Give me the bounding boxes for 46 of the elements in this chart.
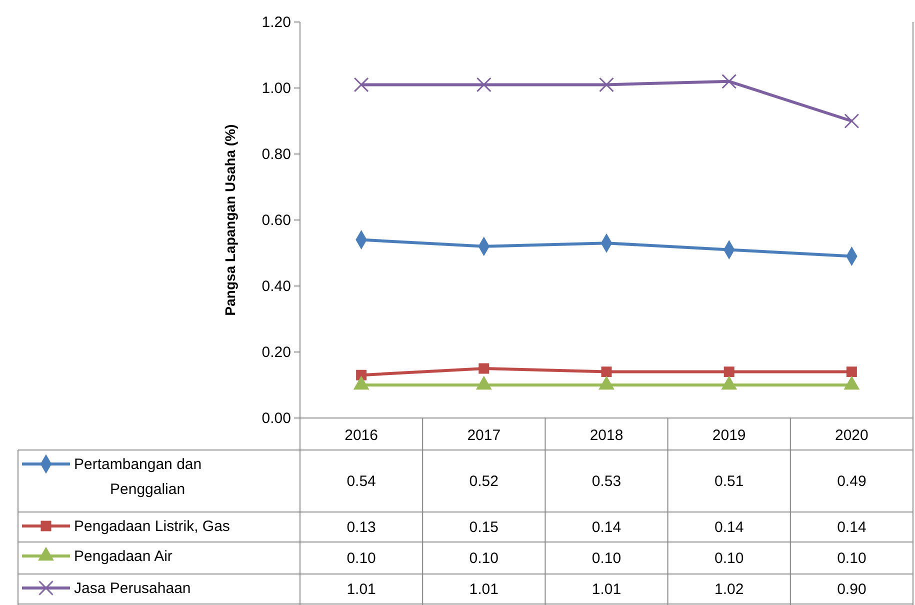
data-label: 0.10: [469, 550, 498, 567]
y-tick-label: 0.20: [262, 344, 291, 361]
point: [601, 366, 612, 378]
data-label: 0.15: [469, 519, 498, 536]
data-label: 0.14: [714, 519, 744, 536]
x-tick-label: 2016: [344, 427, 378, 444]
legend-label: Pertambangan dan Penggalian: [74, 456, 202, 498]
point: [599, 77, 614, 92]
data-label: 1.01: [592, 581, 622, 598]
point: [354, 77, 369, 92]
data-label: 0.54: [346, 473, 376, 490]
x-tick-label: 2018: [590, 427, 624, 444]
point: [722, 74, 737, 89]
data-label: 0.10: [714, 550, 744, 567]
data-label: 0.52: [469, 473, 498, 490]
data-label: 0.49: [837, 473, 866, 490]
y-axis-title: Pangsa Lapangan Usaha (%): [222, 124, 238, 316]
data-label: 0.10: [592, 550, 622, 567]
point: [846, 366, 857, 378]
data-label: 1.01: [469, 581, 498, 598]
data-label: 0.14: [592, 519, 622, 536]
data-label: 0.90: [837, 581, 866, 598]
data-label: 1.02: [714, 581, 744, 598]
data-label: 0.14: [837, 519, 866, 536]
point: [724, 366, 734, 378]
legend-label: Pengadaan Air: [74, 548, 172, 565]
y-tick-label: 1.00: [262, 80, 291, 97]
y-tick-label: 0.80: [262, 146, 291, 163]
y-tick-label: 0.60: [262, 212, 291, 229]
point: [478, 363, 490, 374]
data-label: 0.10: [837, 550, 866, 567]
data-label: 0.13: [346, 519, 376, 536]
y-tick-label: 0.40: [262, 278, 291, 295]
x-tick-label: 2017: [467, 427, 501, 444]
data-label: 0.51: [714, 473, 744, 490]
y-tick-label: 1.20: [262, 14, 291, 31]
x-tick-label: 2019: [712, 427, 746, 444]
y-tick-label: 0.00: [262, 410, 291, 427]
x-tick-label: 2020: [835, 427, 868, 444]
legend-label: Pengadaan Listrik, Gas: [74, 518, 230, 535]
data-label: 0.53: [592, 473, 622, 490]
point: [476, 77, 492, 92]
data-label: 1.01: [346, 581, 376, 598]
legend-label: Jasa Perusahaan: [74, 580, 191, 597]
point: [844, 114, 860, 128]
data-label: 0.10: [346, 550, 376, 567]
